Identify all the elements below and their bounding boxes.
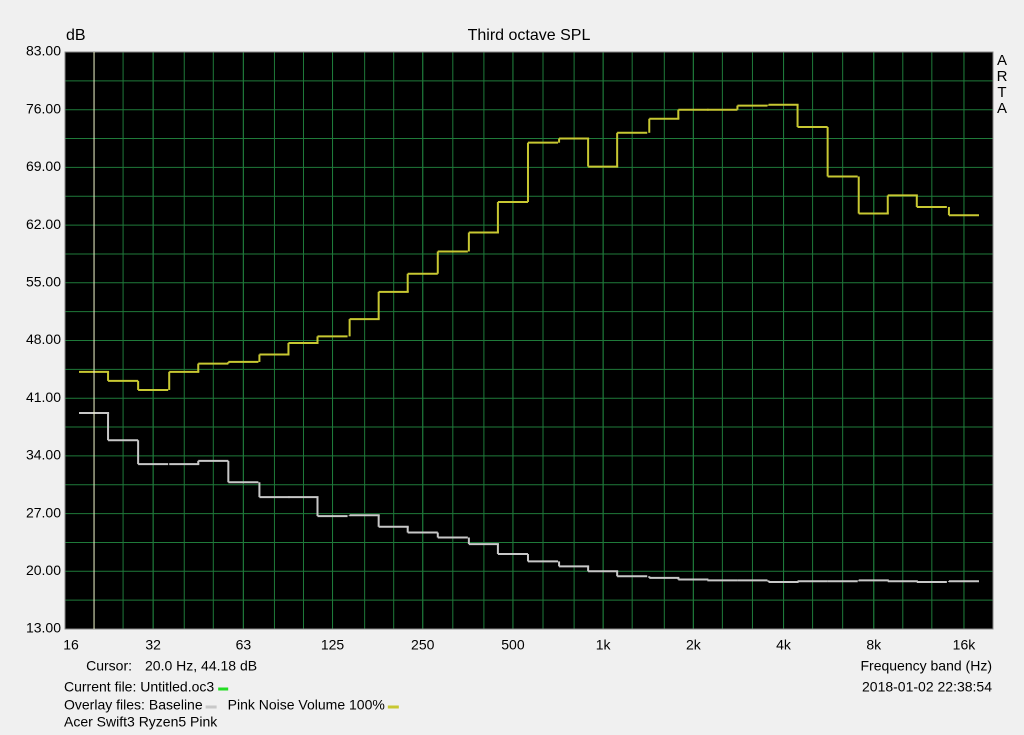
y-tick-label: 27.00 — [26, 504, 61, 520]
x-tick-label: 125 — [321, 637, 345, 653]
brand-letter: R — [997, 68, 1008, 85]
x-tick-label: 500 — [501, 637, 525, 653]
x-tick-label: 32 — [145, 637, 161, 653]
y-tick-label: 20.00 — [26, 562, 61, 578]
y-tick-label: 13.00 — [26, 620, 61, 636]
x-tick-label: 63 — [236, 637, 252, 653]
chart-title: Third octave SPL — [468, 27, 591, 44]
legend-label: Pink Noise Volume 100% — [228, 697, 385, 713]
legend-label: Baseline — [149, 697, 203, 713]
brand-letter: T — [997, 84, 1006, 101]
y-tick-label: 69.00 — [26, 158, 61, 174]
current-file: Current file: Untitled.oc3 — [64, 679, 214, 695]
y-axis-label: dB — [66, 27, 86, 44]
timestamp: 2018-01-02 22:38:54 — [862, 679, 992, 695]
note: Acer Swift3 Ryzen5 Pink — [64, 714, 218, 730]
y-tick-label: 34.00 — [26, 447, 61, 463]
y-tick-label: 55.00 — [26, 274, 61, 290]
y-tick-label: 62.00 — [26, 216, 61, 232]
cursor-readout: 20.0 Hz, 44.18 dB — [145, 658, 257, 674]
brand-letter: A — [997, 52, 1007, 69]
y-tick-label: 48.00 — [26, 331, 61, 347]
x-tick-label: 4k — [776, 637, 792, 653]
y-tick-label: 83.00 — [26, 43, 61, 59]
x-tick-label: 16k — [953, 637, 977, 653]
plot-border — [64, 51, 994, 630]
y-tick-label: 41.00 — [26, 389, 61, 405]
x-tick-label: 2k — [686, 637, 702, 653]
cursor-label: Cursor: — [86, 658, 132, 674]
x-tick-label: 8k — [866, 637, 882, 653]
x-axis-label: Frequency band (Hz) — [860, 658, 992, 674]
x-tick-label: 250 — [411, 637, 435, 653]
overlay-label: Overlay files: — [64, 697, 145, 713]
brand-letter: A — [997, 100, 1007, 117]
x-tick-label: 16 — [63, 637, 79, 653]
y-tick-label: 76.00 — [26, 100, 61, 116]
x-tick-label: 1k — [596, 637, 612, 653]
